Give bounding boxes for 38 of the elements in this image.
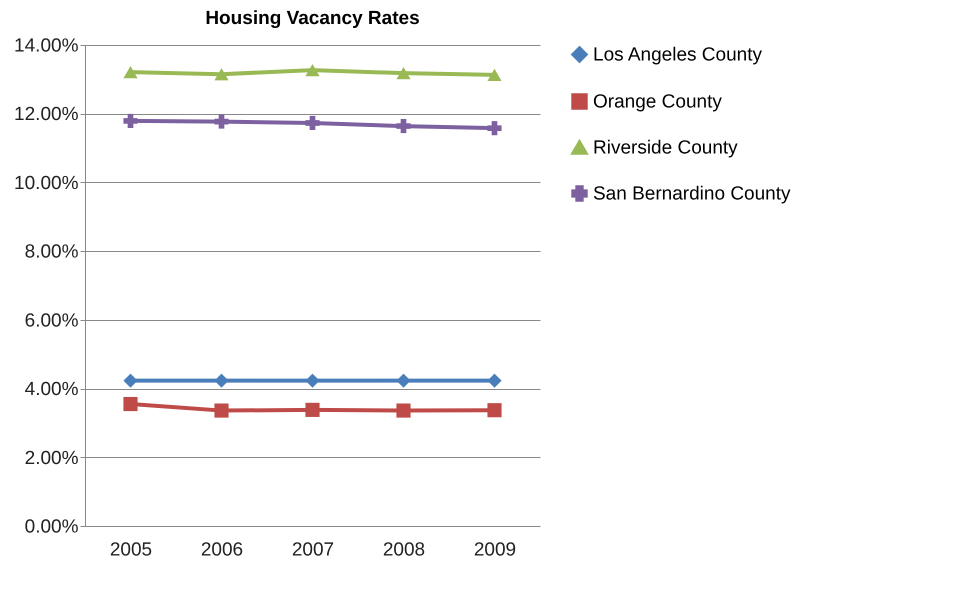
point [214,114,229,129]
point [214,374,229,388]
x-tick-label: 2009 [474,540,516,560]
point [305,402,320,417]
point [396,403,411,418]
legend-label: Orange County [593,92,722,112]
legend-label: Riverside County [593,138,738,158]
point [123,114,138,128]
point [305,64,320,76]
point [396,119,411,134]
y-tick-label: 6.00% [24,310,79,332]
legend-label: Los Angeles County [593,44,763,66]
point [396,374,411,388]
point [487,403,502,418]
point [123,374,138,388]
point [214,68,229,80]
point [487,68,502,82]
point [214,403,229,418]
y-tick-label: 2.00% [24,448,79,469]
x-tick-label: 2008 [382,540,426,560]
x-tick-label: 2005 [110,540,152,560]
y-tick-label: 10.00% [14,172,79,194]
chart-title: Housing Vacancy Rates [205,8,420,29]
point [305,374,320,388]
y-tick-label: 14.00% [14,36,79,56]
point [396,67,411,80]
point [123,66,138,78]
point [487,121,502,136]
y-tick-label: 12.00% [14,104,79,126]
x-tick-label: 2007 [292,540,334,560]
y-tick-label: 8.00% [24,242,79,263]
x-tick-label: 2006 [200,540,244,560]
legend-label: San Bernardino County [593,184,792,204]
y-tick-label: 4.00% [24,379,79,400]
point [487,374,502,388]
y-tick-label: 0.00% [24,516,79,538]
point [305,116,320,130]
point [123,396,138,412]
